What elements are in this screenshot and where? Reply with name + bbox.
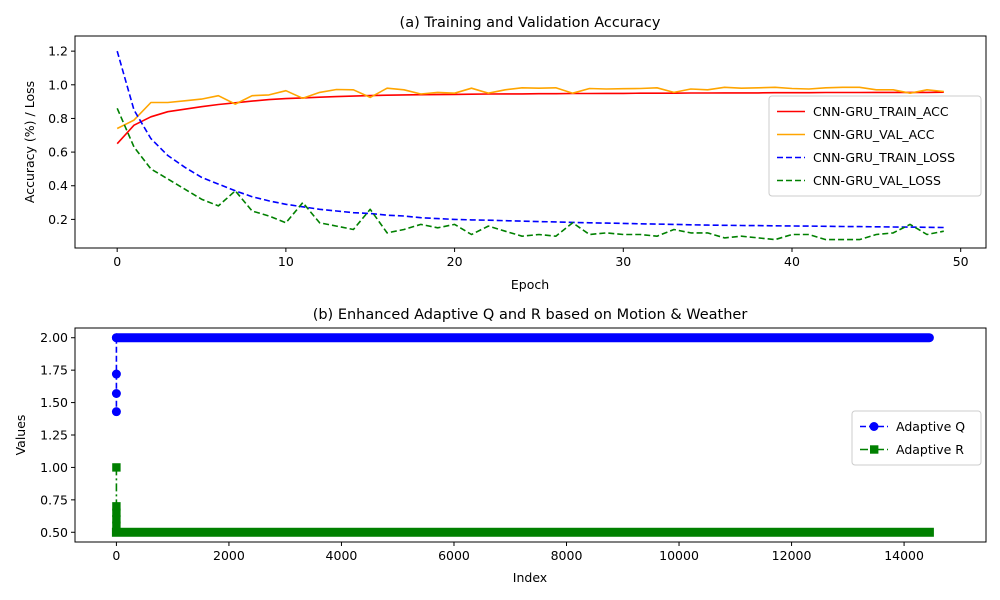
y-tick-label: 0.4 — [48, 178, 68, 193]
x-tick-label: 40 — [784, 254, 800, 269]
y-tick-label: 0.6 — [48, 145, 68, 160]
subplot-b-xlabel: Index — [513, 570, 547, 585]
legend-label: CNN-GRU_TRAIN_ACC — [813, 104, 949, 119]
series-steady-band — [111, 527, 934, 537]
y-tick-label: 1.0 — [48, 77, 68, 92]
series-line — [116, 86, 944, 130]
legend-label: CNN-GRU_TRAIN_LOSS — [813, 150, 955, 165]
subplot-b-legend: Adaptive Q Adaptive R — [851, 410, 982, 466]
legend-label: CNN-GRU_VAL_LOSS — [813, 173, 941, 188]
series-line — [116, 107, 944, 241]
legend-box — [768, 95, 982, 197]
series-line — [116, 91, 944, 145]
subplot-b-frame — [74, 327, 987, 543]
x-tick-label: 8000 — [551, 548, 583, 563]
x-tick-label: 2000 — [213, 548, 245, 563]
adaptive-qr-subplot: (b) Enhanced Adaptive Q and R based on M… — [13, 307, 987, 585]
subplot-b-yticks: 0.50 0.75 1.00 1.25 1.50 1.75 2.00 — [40, 330, 75, 540]
y-tick-label: 2.00 — [40, 330, 68, 345]
y-tick-label: 0.50 — [40, 525, 68, 540]
x-tick-label: 10 — [278, 254, 294, 269]
y-tick-label: 1.75 — [40, 363, 68, 378]
subplot-b-ylabel: Values — [13, 415, 28, 456]
y-tick-label: 1.25 — [40, 428, 68, 443]
series-point — [112, 515, 121, 524]
series-point — [112, 521, 121, 530]
series-point — [112, 463, 121, 472]
legend-label: CNN-GRU_VAL_ACC — [813, 127, 935, 142]
subplot-a-ylabel: Accuracy (%) / Loss — [22, 81, 37, 203]
x-tick-label: 0 — [113, 254, 121, 269]
accuracy-series-group — [116, 50, 944, 241]
x-tick-label: 6000 — [438, 548, 470, 563]
series-point — [111, 388, 121, 398]
x-tick-label: 4000 — [326, 548, 358, 563]
subplot-a-xlabel: Epoch — [511, 277, 549, 292]
x-tick-label: 14000 — [884, 548, 924, 563]
adaptive-series-group — [111, 333, 934, 537]
series-steady-band — [111, 333, 934, 343]
subplot-a-yticks: 0.2 0.4 0.6 0.8 1.0 1.2 — [48, 44, 75, 227]
subplot-a-title: (a) Training and Validation Accuracy — [400, 15, 661, 31]
series-line — [116, 50, 944, 229]
x-tick-label: 50 — [953, 254, 969, 269]
legend-label: Adaptive Q — [896, 419, 965, 434]
series-point — [111, 333, 121, 343]
subplot-a-frame — [74, 35, 987, 249]
y-tick-label: 1.2 — [48, 44, 68, 59]
legend-marker — [870, 445, 879, 454]
legend-label: Adaptive R — [896, 442, 964, 457]
y-tick-label: 0.75 — [40, 492, 68, 507]
accuracy-subplot: (a) Training and Validation Accuracy 0 10… — [22, 15, 987, 292]
y-tick-label: 1.00 — [40, 460, 68, 475]
subplot-a-xticks: 0 10 20 30 40 50 — [113, 248, 969, 269]
x-tick-label: 10000 — [659, 548, 699, 563]
y-tick-label: 0.8 — [48, 111, 68, 126]
x-tick-label: 30 — [615, 254, 631, 269]
legend-box — [851, 410, 982, 466]
legend-marker — [869, 422, 879, 431]
x-tick-label: 20 — [447, 254, 463, 269]
y-tick-label: 0.2 — [48, 212, 68, 227]
y-tick-label: 1.50 — [40, 395, 68, 410]
subplot-b-title: (b) Enhanced Adaptive Q and R based on M… — [313, 307, 748, 323]
series-point — [111, 407, 121, 417]
series-point — [111, 369, 121, 379]
x-tick-label: 12000 — [772, 548, 812, 563]
subplot-a-legend: CNN-GRU_TRAIN_ACC CNN-GRU_VAL_ACC CNN-GRU_… — [768, 95, 982, 197]
x-tick-label: 0 — [112, 548, 120, 563]
subplot-b-xticks: 0 2000 4000 6000 8000 10000 12000 14000 — [112, 542, 924, 563]
series-point — [112, 508, 121, 518]
series-point — [112, 502, 121, 511]
